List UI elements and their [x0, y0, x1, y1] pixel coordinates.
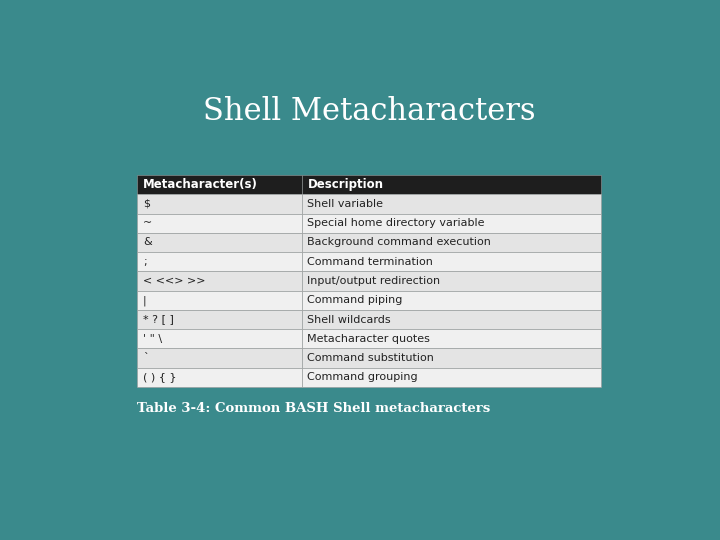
FancyBboxPatch shape [138, 368, 302, 387]
FancyBboxPatch shape [302, 348, 600, 368]
FancyBboxPatch shape [302, 233, 600, 252]
FancyBboxPatch shape [302, 194, 600, 213]
Text: $: $ [143, 199, 150, 209]
FancyBboxPatch shape [138, 194, 302, 213]
FancyBboxPatch shape [138, 291, 302, 310]
Text: ( ) { }: ( ) { } [143, 373, 176, 382]
FancyBboxPatch shape [302, 368, 600, 387]
Text: `: ` [143, 353, 148, 363]
Text: Command grouping: Command grouping [307, 373, 418, 382]
FancyBboxPatch shape [138, 272, 302, 291]
FancyBboxPatch shape [302, 252, 600, 272]
Text: Shell wildcards: Shell wildcards [307, 315, 391, 325]
Text: Input/output redirection: Input/output redirection [307, 276, 441, 286]
Text: Background command execution: Background command execution [307, 238, 491, 247]
Text: Metacharacter(s): Metacharacter(s) [143, 178, 258, 191]
FancyBboxPatch shape [138, 348, 302, 368]
FancyBboxPatch shape [302, 272, 600, 291]
Text: Special home directory variable: Special home directory variable [307, 218, 485, 228]
Text: Command termination: Command termination [307, 256, 433, 267]
Text: < <<> >>: < <<> >> [143, 276, 205, 286]
Text: * ? [ ]: * ? [ ] [143, 315, 174, 325]
Text: Table 3-4: Common BASH Shell metacharacters: Table 3-4: Common BASH Shell metacharact… [138, 402, 491, 415]
FancyBboxPatch shape [302, 213, 600, 233]
Text: Shell variable: Shell variable [307, 199, 384, 209]
Text: &: & [143, 238, 152, 247]
Text: ~: ~ [143, 218, 152, 228]
FancyBboxPatch shape [138, 213, 302, 233]
FancyBboxPatch shape [302, 291, 600, 310]
FancyBboxPatch shape [138, 310, 302, 329]
Text: Metacharacter quotes: Metacharacter quotes [307, 334, 431, 344]
Text: |: | [143, 295, 147, 306]
Text: Shell Metacharacters: Shell Metacharacters [203, 96, 535, 127]
FancyBboxPatch shape [138, 175, 302, 194]
FancyBboxPatch shape [138, 233, 302, 252]
Text: Command piping: Command piping [307, 295, 402, 305]
Text: ' " \: ' " \ [143, 334, 162, 344]
Text: ;: ; [143, 256, 147, 267]
Text: Command substitution: Command substitution [307, 353, 434, 363]
FancyBboxPatch shape [302, 310, 600, 329]
FancyBboxPatch shape [302, 175, 600, 194]
FancyBboxPatch shape [138, 252, 302, 272]
Text: Description: Description [307, 178, 384, 191]
FancyBboxPatch shape [302, 329, 600, 348]
FancyBboxPatch shape [138, 329, 302, 348]
